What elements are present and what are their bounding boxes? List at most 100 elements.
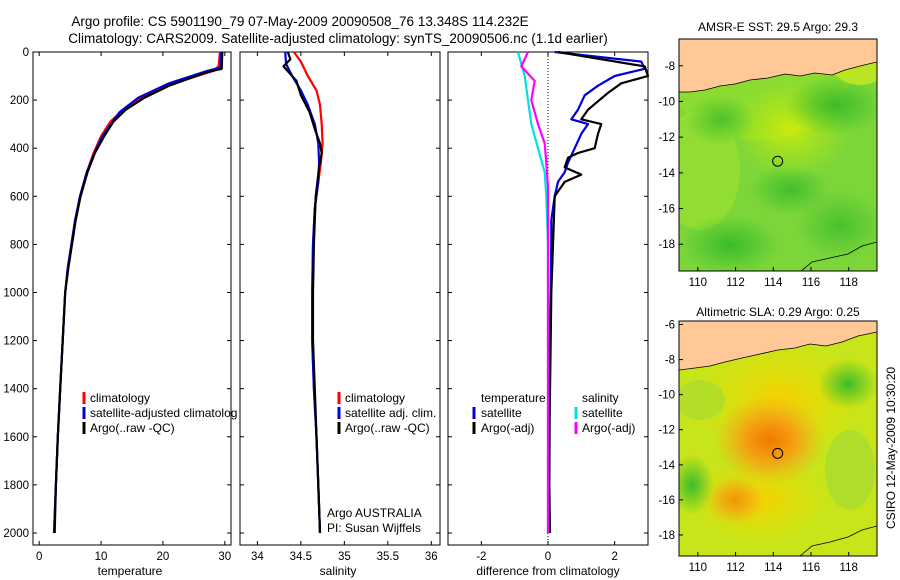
temp-legend-climatology: climatology bbox=[90, 391, 150, 405]
csiro-timestamp: CSIRO 12-May-2009 10:30:20 bbox=[884, 367, 898, 529]
sst_map-lat-tick-label: -10 bbox=[658, 96, 675, 108]
sla_map-lat-tick-label: -18 bbox=[658, 530, 675, 542]
sst-map-ticks: 110 112 114 116 118 -8 -10 -12 -14 -16 -18 bbox=[658, 61, 858, 289]
temperature-ytick-label: 1600 bbox=[3, 432, 29, 444]
sst_map-lat-tick-label: -8 bbox=[665, 61, 675, 73]
sla_map-lon-tick-label: 116 bbox=[802, 562, 820, 574]
diff-legend-salinity-header: salinity bbox=[582, 391, 619, 405]
difference-profile-panel: -2 0 2 difference from climatology tempera… bbox=[447, 50, 650, 578]
salinity-xlabel: salinity bbox=[320, 564, 357, 578]
temperature-ytick-label: 200 bbox=[10, 95, 29, 107]
difference-xlabel: difference from climatology bbox=[476, 564, 619, 578]
difference-series-salinity-satellite bbox=[516, 51, 550, 533]
temperature-xtick-label: 0 bbox=[36, 551, 42, 563]
temperature-ytick-label: 400 bbox=[10, 143, 29, 155]
temperature-ytick-label: 1200 bbox=[3, 336, 29, 348]
salinity-profile-panel: 34 34.5 35 35.5 36 salinity climatology sate… bbox=[239, 51, 441, 578]
sst_map-lat-tick-label: -16 bbox=[658, 204, 675, 216]
diff-legend-temp-satellite: satellite bbox=[481, 406, 522, 420]
temperature-legend: climatology satellite-adjusted climatolo… bbox=[82, 391, 237, 435]
sla_map-lat-tick-label: -10 bbox=[658, 390, 675, 402]
difference-xtick-label: -2 bbox=[476, 551, 486, 563]
sla_map-lat-tick-label: -14 bbox=[658, 460, 675, 472]
difference-series-temperature-argo-adj- bbox=[548, 50, 650, 534]
salinity-xtick-label: 34 bbox=[251, 551, 264, 563]
temperature-axes-frame bbox=[32, 51, 232, 546]
sst_map-lat-tick-label: -18 bbox=[658, 239, 675, 251]
sst-profile-location-marker bbox=[772, 155, 784, 167]
salinity-lines bbox=[282, 51, 324, 534]
temperature-xtick-label: 10 bbox=[95, 551, 108, 563]
difference-xtick-label: 2 bbox=[611, 551, 617, 563]
sla-map-ticks: 110 112 114 116 118 -6 -8 -10 -12 -14 -16 -18 bbox=[658, 320, 858, 574]
sst_map-lat-tick-label: -14 bbox=[658, 168, 675, 180]
temp-legend-argo: Argo(..raw -QC) bbox=[90, 421, 175, 435]
temperature-ytick-label: 2000 bbox=[3, 528, 29, 540]
salinity-ticks: 34 34.5 35 35.5 36 bbox=[240, 51, 440, 563]
sst_map-lon-tick-label: 110 bbox=[689, 277, 707, 289]
salinity-legend: climatology satellite adj. clim. Argo(..… bbox=[337, 391, 436, 435]
temperature-series-satellite-adjusted-climatolog bbox=[52, 51, 223, 534]
difference-xtick-label: 0 bbox=[545, 551, 551, 563]
salinity-xtick-label: 34.5 bbox=[290, 551, 312, 563]
sst-land bbox=[679, 39, 877, 93]
figure-title-line1: Argo profile: CS 5901190_79 07-May-2009 … bbox=[71, 14, 528, 29]
sst-heatmap bbox=[679, 39, 877, 271]
difference-lines bbox=[516, 50, 650, 534]
attribution-line2: PI: Susan Wijffels bbox=[327, 521, 421, 535]
diff-legend-sal-argo: Argo(-adj) bbox=[582, 421, 635, 435]
temperature-xtick-label: 30 bbox=[218, 551, 231, 563]
temperature-ytick-label: 1400 bbox=[3, 384, 29, 396]
temperature-ytick-label: 1800 bbox=[3, 480, 29, 492]
salinity-xtick-label: 35 bbox=[338, 551, 351, 563]
sst-map-title: AMSR-E SST: 29.5 Argo: 29.3 bbox=[698, 20, 858, 34]
figure-title-line2: Climatology: CARS2009. Satellite-adjuste… bbox=[68, 31, 608, 46]
sla-map-title: Altimetric SLA: 0.29 Argo: 0.25 bbox=[696, 305, 860, 319]
temperature-ticks: 0 10 20 30 0 200 400 600 800 1000 1200 1400 1600 1800… bbox=[3, 47, 231, 563]
sst_map-lon-tick-label: 112 bbox=[726, 277, 744, 289]
temperature-profile-panel: 0 10 20 30 0 200 400 600 800 1000 1200 1400 1600 1800… bbox=[3, 47, 237, 578]
temperature-lines bbox=[52, 51, 224, 534]
temperature-series-climatology bbox=[52, 51, 221, 534]
sla_map-lat-tick-label: -8 bbox=[665, 355, 675, 367]
difference-legend: temperature satellite Argo(-adj) salinit… bbox=[472, 391, 635, 435]
sla-map-panel: Altimetric SLA: 0.29 Argo: 0.25 110 112 11… bbox=[658, 305, 878, 574]
sla-profile-location-marker bbox=[772, 447, 784, 459]
sst-map-frame bbox=[678, 38, 878, 272]
sal-legend-satellite: satellite adj. clim. bbox=[345, 406, 436, 420]
temperature-series-argo-raw-qc- bbox=[53, 51, 224, 534]
sla_map-lon-tick-label: 110 bbox=[689, 562, 707, 574]
temperature-xlabel: temperature bbox=[98, 564, 163, 578]
salinity-axes-frame bbox=[239, 51, 441, 546]
salinity-series-satellite-adj-clim- bbox=[284, 51, 322, 534]
temperature-ytick-label: 0 bbox=[23, 47, 29, 59]
salinity-xtick-label: 36 bbox=[425, 551, 438, 563]
attribution-line1: Argo AUSTRALIA bbox=[327, 506, 422, 520]
difference-ticks: -2 0 2 bbox=[448, 51, 648, 563]
temperature-ytick-label: 600 bbox=[10, 191, 29, 203]
sla-map-frame bbox=[678, 320, 878, 557]
diff-legend-sal-satellite: satellite bbox=[582, 406, 623, 420]
temperature-ytick-label: 1000 bbox=[3, 287, 29, 299]
diff-legend-temperature-header: temperature bbox=[481, 391, 546, 405]
sst_map-lon-tick-label: 118 bbox=[840, 277, 858, 289]
sla_map-lat-tick-label: -12 bbox=[658, 425, 675, 437]
sal-legend-argo: Argo(..raw -QC) bbox=[345, 421, 430, 435]
sla_map-lat-tick-label: -6 bbox=[665, 320, 675, 332]
temperature-ytick-label: 800 bbox=[10, 239, 29, 251]
sst-map-panel: AMSR-E SST: 29.5 Argo: 29.3 bbox=[658, 20, 878, 289]
salinity-xtick-label: 35.5 bbox=[377, 551, 399, 563]
sla_map-lon-tick-label: 112 bbox=[726, 562, 744, 574]
salinity-series-argo-raw-qc- bbox=[282, 51, 323, 534]
sst_map-lon-tick-label: 116 bbox=[802, 277, 820, 289]
diff-legend-temp-argo: Argo(-adj) bbox=[481, 421, 534, 435]
sla-heatmap bbox=[679, 321, 877, 556]
sla-land bbox=[679, 321, 877, 371]
sla_map-lon-tick-label: 118 bbox=[840, 562, 858, 574]
sla_map-lat-tick-label: -16 bbox=[658, 495, 675, 507]
sla_map-lon-tick-label: 114 bbox=[764, 562, 783, 574]
temp-legend-satellite: satellite-adjusted climatolog bbox=[90, 406, 237, 420]
temperature-xtick-label: 20 bbox=[157, 551, 170, 563]
sal-legend-climatology: climatology bbox=[345, 391, 405, 405]
